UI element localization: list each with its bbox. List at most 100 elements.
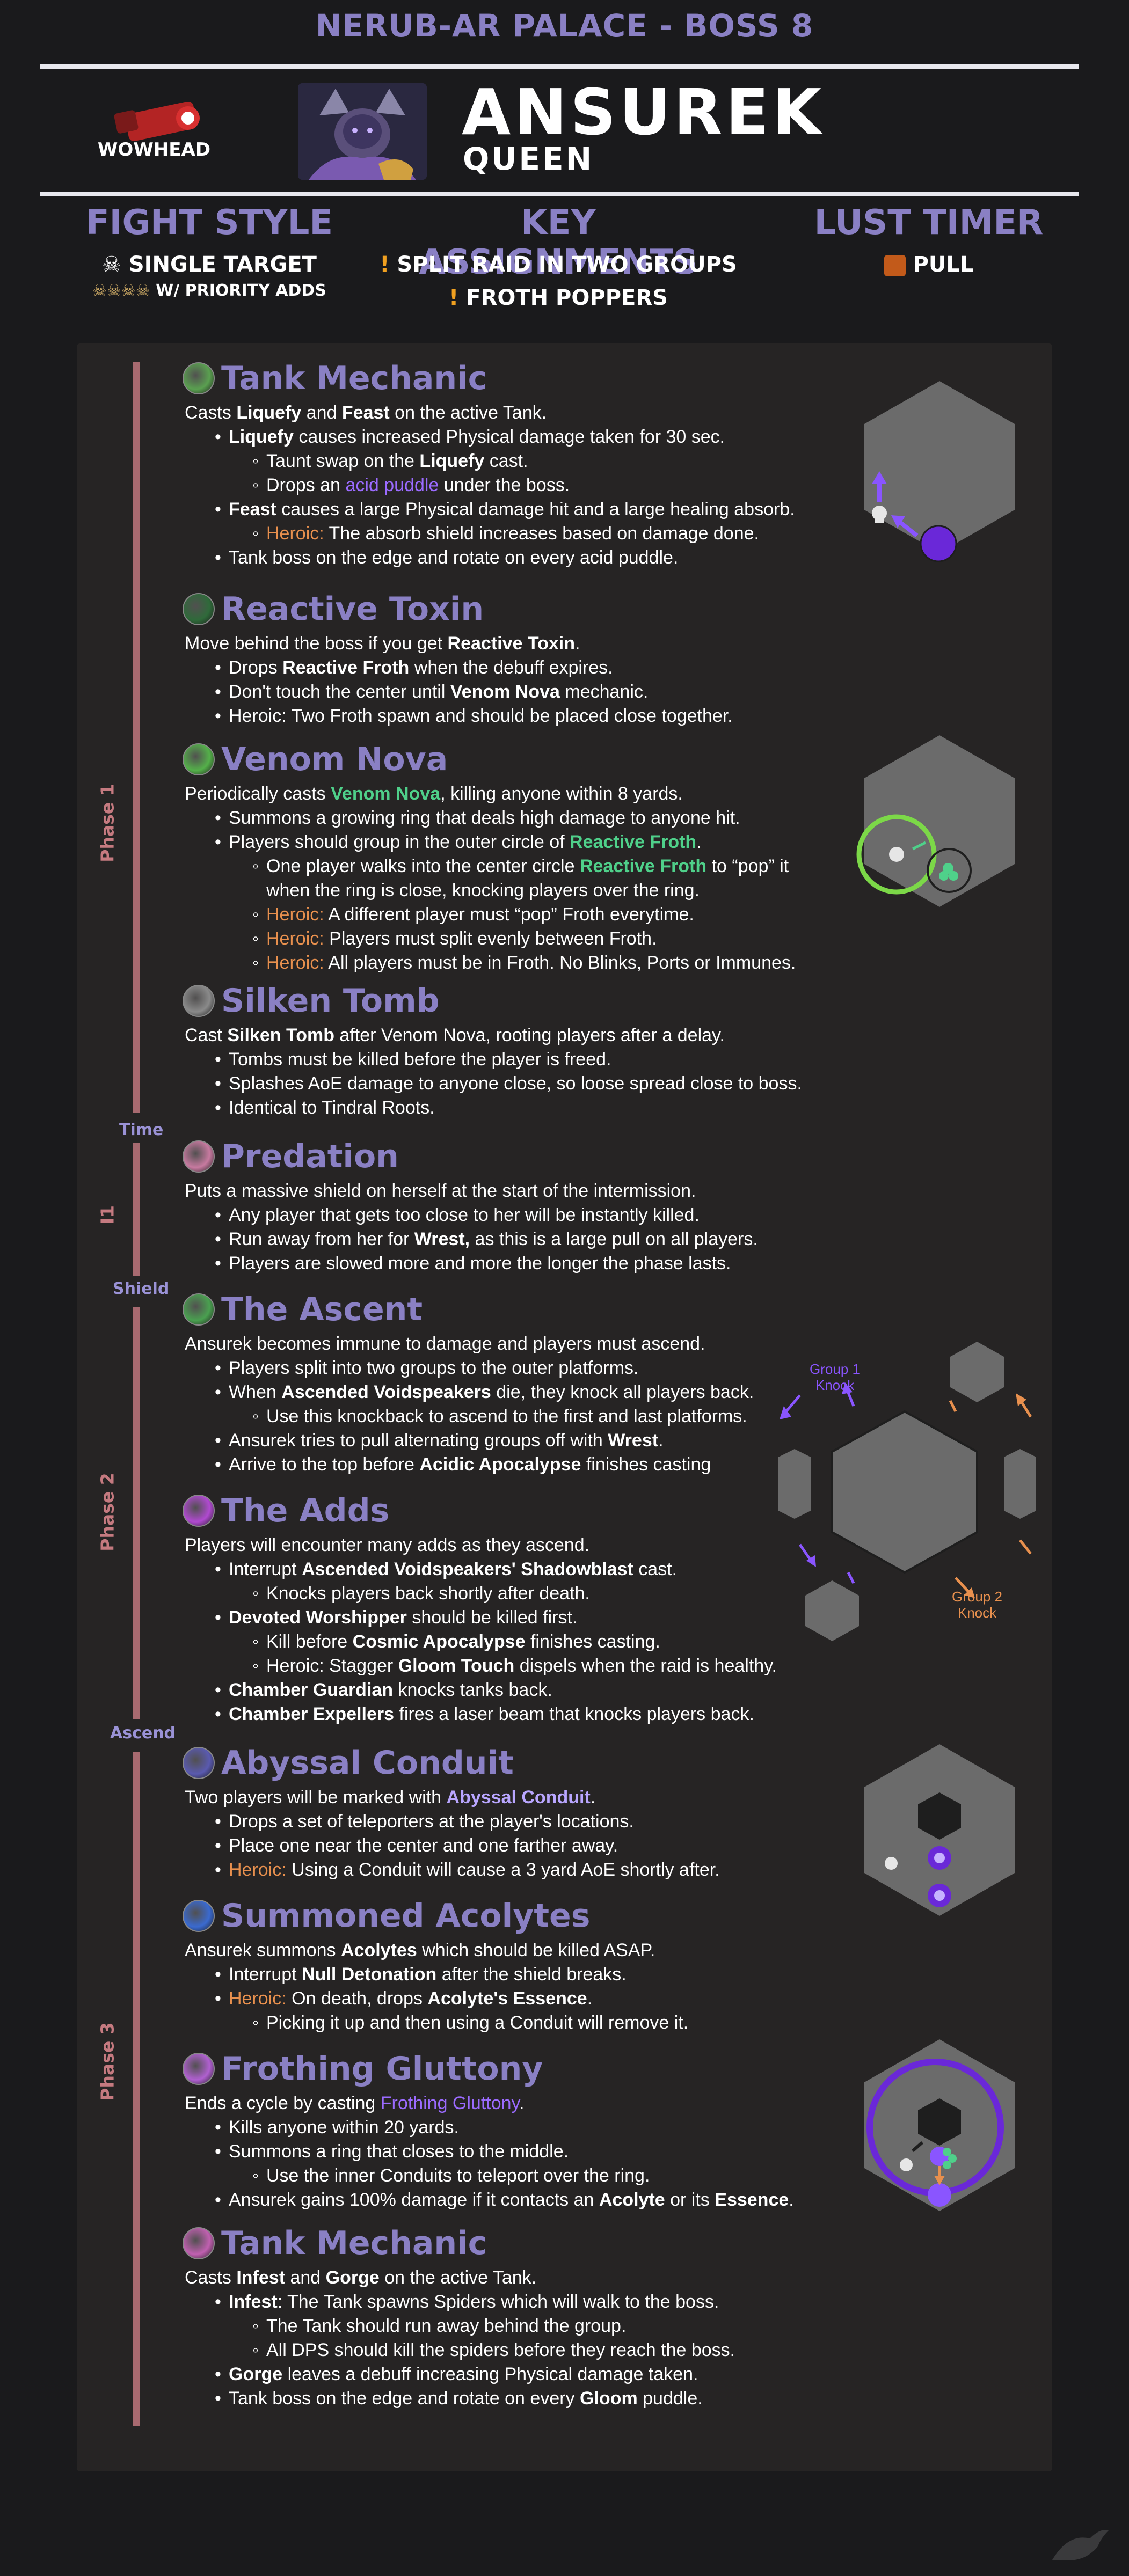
mechanic-line: Casts Liquefy and Feast on the active Ta… <box>183 401 827 425</box>
bullet-icon: • <box>215 1229 221 1249</box>
line-text: leaves a debuff increasing Physical dama… <box>282 2364 698 2384</box>
line-text: after Venom Nova, rooting players after … <box>334 1025 725 1045</box>
mechanic-line: • Heroic: Two Froth spawn and should be p… <box>183 704 827 728</box>
line-text: On death, drops <box>292 1988 428 2009</box>
section-header: Silken Tomb <box>183 979 827 1022</box>
highlight-text: acid puddle <box>345 475 439 495</box>
highlight-text: Acolyte's Essence <box>427 1988 587 2009</box>
section-title: The Adds <box>221 1492 390 1529</box>
line-text: causes increased Physical damage taken f… <box>293 427 725 447</box>
bullet-icon: • <box>215 1097 221 1118</box>
lust-timer-line1: PULL <box>789 252 1068 277</box>
bullet-icon: • <box>215 547 221 568</box>
line-text: Place one near the center and one farthe… <box>229 1835 618 1856</box>
line-text: Players should group in the outer circle… <box>229 832 570 852</box>
line-text: Kill before <box>266 1631 353 1652</box>
line-text: Periodically casts <box>185 784 331 804</box>
assignment-line2: ! FROTH POPPERS <box>449 286 668 310</box>
mechanic-line: • Drops a set of teleporters at the playe… <box>183 1810 827 1834</box>
bullet-icon: • <box>215 1049 221 1070</box>
section-title: The Ascent <box>221 1291 423 1328</box>
raid-boss-title: NERUB-AR PALACE - BOSS 8 <box>315 8 814 44</box>
bullet-icon: • <box>215 706 221 726</box>
highlight-text: Gloom Touch <box>398 1656 515 1676</box>
mechanic-line: ◦ Taunt swap on the Liquefy cast. <box>183 449 827 473</box>
line-text: Splashes AoE damage to anyone close, so … <box>229 1073 802 1094</box>
bullet-icon: • <box>215 1607 221 1628</box>
line-text: . <box>574 633 580 654</box>
mechanic-line: • Kills anyone within 20 yards. <box>183 2116 827 2140</box>
mechanic-line: ◦ Knocks players back shortly after death… <box>183 1582 827 1606</box>
bullet-icon: ◦ <box>252 1656 259 1676</box>
section-title: Tank Mechanic <box>221 360 487 397</box>
section-title: Silken Tomb <box>221 982 440 1020</box>
bullet-icon: • <box>215 2292 221 2312</box>
highlight-text: Infest <box>229 2292 278 2312</box>
mechanic-line: Periodically casts Venom Nova, killing a… <box>183 782 827 806</box>
mechanic-line: ◦ Heroic: All players must be in Froth. N… <box>183 951 827 975</box>
venom-ring-icon <box>183 743 215 775</box>
wowhead-logo: WOWHEAD <box>94 101 215 164</box>
line-text: Don't touch the center until <box>229 682 450 702</box>
bullet-icon: ◦ <box>252 1583 259 1604</box>
bullet-icon: • <box>215 2117 221 2138</box>
exclamation-icon: ! <box>380 252 390 277</box>
highlight-text: Venom Nova <box>450 682 560 702</box>
bullet-icon: • <box>215 1430 221 1451</box>
line-text: Interrupt <box>229 1964 302 1985</box>
section-abyssal-conduit: Abyssal Conduit Two players will be marke… <box>183 1741 827 1882</box>
section-summoned-acolytes: Summoned Acolytes Ansurek summons Acolyte… <box>183 1894 827 2035</box>
mechanic-line: • Heroic: Using a Conduit will cause a 3 … <box>183 1858 827 1882</box>
line-text: Tank boss on the edge and rotate on ever… <box>229 2388 580 2409</box>
line-text: The Tank should run away behind the grou… <box>266 2316 627 2336</box>
mechanic-line: Puts a massive shield on herself at the … <box>183 1179 827 1203</box>
line-text: One player walks into the center circle <box>266 856 580 876</box>
highlight-text: Heroic: <box>229 1988 292 2009</box>
line-text: when the debuff expires. <box>409 657 613 678</box>
bullet-icon: ◦ <box>252 928 259 949</box>
exclamation-icon: ! <box>449 286 459 310</box>
line-text: Drops <box>229 657 283 678</box>
line-text: Players split into two groups to the out… <box>229 1358 639 1378</box>
header-divider <box>40 64 1079 69</box>
intermission-label: I1 <box>97 1205 118 1225</box>
fight-style-title: FIGHT STYLE <box>85 203 333 243</box>
tank-position-diagram <box>864 381 1015 562</box>
fight-style-line2: ☠☠☠☠ W/ PRIORITY ADDS <box>92 281 326 300</box>
mechanic-line: • Chamber Guardian knocks tanks back. <box>183 1678 827 1702</box>
line-text: : The Tank spawns Spiders which will wal… <box>277 2292 719 2312</box>
mechanic-line: • Heroic: On death, drops Acolyte's Essen… <box>183 1987 827 2011</box>
highlight-text: Gloom <box>580 2388 638 2409</box>
section-header: Summoned Acolytes <box>183 1894 827 1937</box>
highlight-text: Ascended Voidspeakers <box>281 1382 491 1402</box>
line-text: on the active Tank. <box>379 2267 537 2288</box>
section-title: Predation <box>221 1138 399 1175</box>
line-text: should be killed first. <box>406 1607 578 1628</box>
mechanic-line: Cast Silken Tomb after Venom Nova, rooti… <box>183 1023 827 1048</box>
highlight-text: Chamber Expellers <box>229 1704 395 1724</box>
highlight-text: Wrest <box>608 1430 659 1451</box>
toxin-orb-icon <box>183 593 215 625</box>
highlight-text: Acolyte <box>599 2190 665 2210</box>
mechanic-line: • Splashes AoE damage to anyone close, so… <box>183 1072 827 1096</box>
line-text: Puts a massive shield on herself at the … <box>185 1181 696 1201</box>
section-predation: Predation Puts a massive shield on hersel… <box>183 1135 827 1276</box>
mechanic-line: • Tombs must be killed before the player … <box>183 1048 827 1072</box>
bullet-icon: ◦ <box>252 953 259 973</box>
mechanic-line: Move behind the boss if you get Reactive… <box>183 632 827 656</box>
mechanic-line: ◦ Use this knockback to ascend to the fir… <box>183 1404 827 1429</box>
line-text: , killing anyone within 8 yards. <box>440 784 683 804</box>
section-title: Reactive Toxin <box>221 590 484 628</box>
ascent-platforms-diagram <box>778 1342 1036 1641</box>
line-text: Ends a cycle by casting <box>185 2093 381 2113</box>
highlight-text: Cosmic Apocalypse <box>352 1631 526 1652</box>
bullet-icon: • <box>215 832 221 852</box>
line-text: . <box>658 1430 664 1451</box>
boss-subtitle: QUEEN <box>463 141 594 177</box>
mechanic-line: • Interrupt Ascended Voidspeakers' Shadow… <box>183 1557 827 1582</box>
mechanic-line: • Players are slowed more and more the lo… <box>183 1252 827 1276</box>
bullet-icon: ◦ <box>252 451 259 471</box>
highlight-text: Feast <box>341 402 390 423</box>
highlight-text: Heroic: <box>266 523 329 544</box>
line-text: Knocks players back shortly after death. <box>266 1583 590 1604</box>
